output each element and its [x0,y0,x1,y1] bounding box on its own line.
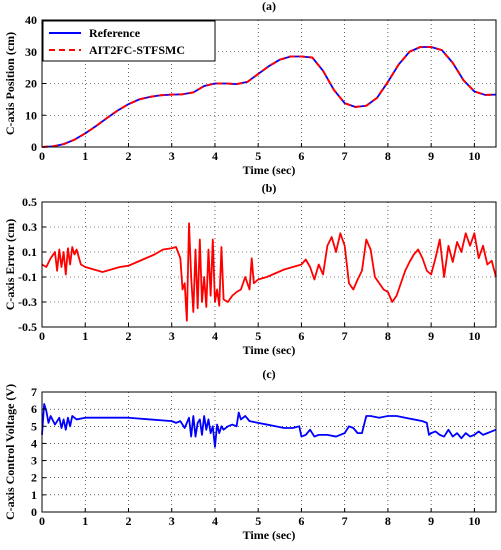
y-tick-label: 30 [25,45,37,59]
series-line-ait2fc-stfsmc [41,45,497,148]
x-tick-label: 3 [169,149,175,163]
plot-area-c [42,392,496,512]
x-tick-label: 5 [255,514,261,528]
y-tick-label: 3 [31,454,37,468]
x-tick-label: 2 [125,329,131,343]
x-tick-label: 8 [385,329,391,343]
legend-label: AIT2FC-STFSMC [89,43,185,57]
series-line-panel-b [41,222,497,322]
x-tick-label: 1 [82,514,88,528]
x-tick-label: 8 [385,149,391,163]
y-axis-label: C-axis Error (cm) [3,219,17,311]
y-tick-label: 0 [31,505,37,519]
x-tick-label: 1 [82,329,88,343]
y-tick-label: 5 [31,419,37,433]
plot-area-b [42,202,496,327]
x-tick-label: 0 [39,149,45,163]
legend-label: Reference [89,26,141,40]
y-tick-label: 1 [31,488,37,502]
y-axis-label: C-axis Position (cm) [3,32,17,135]
x-axis-label: Time (sec) [243,528,296,542]
y-tick-label: 0.5 [22,195,37,209]
panel-a: 0 1 2 3 4 5 6 7 8 9 10 0 10 20 30 40 (a) Time (sec) C-axis… [3,0,497,177]
x-tick-label: 0 [39,514,45,528]
x-tick-label: 6 [298,329,304,343]
panel-title: (a) [262,0,276,13]
x-tick-label: 4 [212,329,218,343]
x-axis-label: Time (sec) [243,343,296,357]
y-tick-label: -0.3 [18,295,37,309]
panel-b: 0 1 2 3 4 5 6 7 8 9 10 -0.5 -0.3 -0.1 0.1 0.3 0.5 (b) Time… [3,181,497,357]
x-tick-label: 5 [255,149,261,163]
y-tick-label: 20 [25,77,37,91]
y-tick-label: 7 [31,385,37,399]
y-tick-label: 10 [25,108,37,122]
x-tick-label: 10 [468,514,480,528]
x-tick-label: 9 [428,514,434,528]
plot-frame [41,201,497,328]
x-tick-label: 9 [428,329,434,343]
y-tick-label: -0.1 [18,270,37,284]
x-tick-label: 3 [169,514,175,528]
x-axis-label: Time (sec) [243,163,296,177]
x-tick-label: 3 [169,329,175,343]
y-axis-label: C-axis Control Voltage (V) [3,384,17,520]
x-tick-label: 4 [212,514,218,528]
x-tick-label: 7 [342,514,348,528]
x-tick-label: 4 [212,149,218,163]
x-tick-label: 2 [125,149,131,163]
y-tick-label: 6 [31,402,37,416]
plot-frame [41,391,497,513]
x-tick-label: 0 [39,329,45,343]
x-tick-label: 10 [468,149,480,163]
y-tick-label: 0 [31,140,37,154]
x-tick-label: 7 [342,149,348,163]
panel-title: (c) [262,367,275,381]
y-tick-label: 0.3 [22,220,37,234]
y-tick-label: 0.1 [22,245,37,259]
panel-title: (b) [262,181,277,195]
x-tick-label: 6 [298,514,304,528]
x-tick-label: 10 [468,329,480,343]
y-tick-label: 2 [31,471,37,485]
series-line-panel-c [41,403,497,448]
x-tick-label: 9 [428,149,434,163]
legend: Reference AIT2FC-STFSMC [42,20,216,62]
x-tick-label: 8 [385,514,391,528]
x-tick-label: 1 [82,149,88,163]
x-tick-label: 2 [125,514,131,528]
legend-box [42,20,216,62]
y-tick-label: 4 [31,436,37,450]
y-tick-label: -0.5 [18,320,37,334]
x-tick-label: 6 [298,149,304,163]
x-tick-label: 7 [342,329,348,343]
y-tick-label: 40 [25,13,37,27]
x-tick-label: 5 [255,329,261,343]
